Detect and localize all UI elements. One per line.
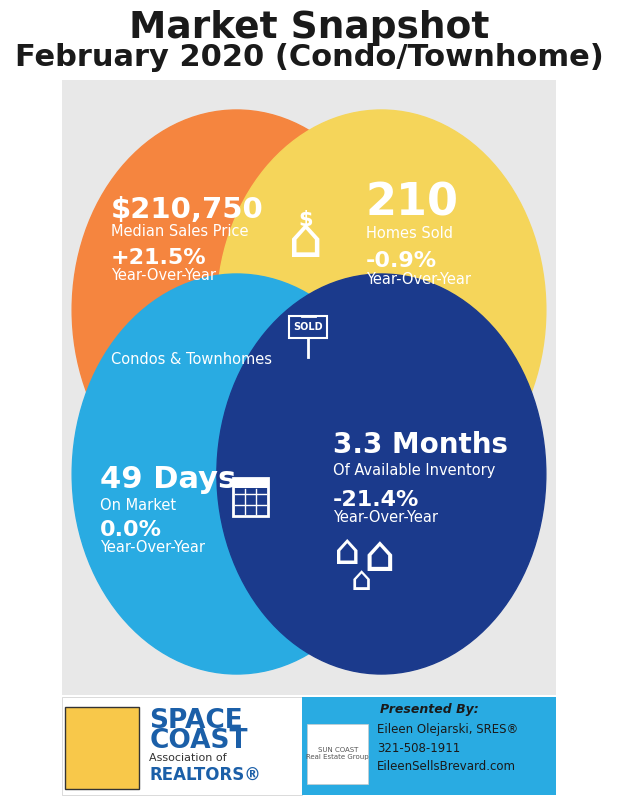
FancyBboxPatch shape	[289, 316, 327, 338]
Text: SPACE: SPACE	[150, 708, 243, 734]
Text: ⌂: ⌂	[351, 563, 372, 597]
FancyBboxPatch shape	[307, 724, 368, 784]
Text: ⌂: ⌂	[288, 215, 323, 269]
Text: Year-Over-Year: Year-Over-Year	[366, 271, 471, 286]
Text: Homes Sold: Homes Sold	[366, 226, 453, 241]
Text: $210,750: $210,750	[111, 196, 263, 224]
Circle shape	[72, 110, 401, 510]
Text: ⌂: ⌂	[364, 533, 396, 581]
Text: On Market: On Market	[100, 498, 176, 513]
Text: -0.9%: -0.9%	[366, 251, 437, 271]
Text: Condos & Townhomes: Condos & Townhomes	[111, 353, 272, 367]
Text: $: $	[298, 210, 313, 230]
Text: Year-Over-Year: Year-Over-Year	[111, 269, 216, 283]
Bar	[234, 478, 268, 488]
Text: ⌂: ⌂	[334, 531, 360, 573]
Text: SOLD: SOLD	[294, 322, 323, 332]
Text: COAST: COAST	[150, 728, 248, 754]
FancyBboxPatch shape	[65, 707, 139, 789]
Text: 49 Days: 49 Days	[100, 466, 236, 494]
Text: Of Available Inventory: Of Available Inventory	[333, 462, 495, 478]
Circle shape	[217, 274, 546, 674]
Text: +21.5%: +21.5%	[111, 248, 206, 268]
Text: Presented By:: Presented By:	[379, 703, 478, 717]
Text: SUN COAST
Real Estate Group: SUN COAST Real Estate Group	[307, 747, 369, 761]
Text: Eileen Olejarski, SRES®: Eileen Olejarski, SRES®	[377, 723, 519, 737]
Text: Year-Over-Year: Year-Over-Year	[100, 541, 205, 555]
Text: 321-508-1911: 321-508-1911	[377, 742, 460, 754]
Text: Market Snapshot: Market Snapshot	[129, 10, 489, 46]
Text: Year-Over-Year: Year-Over-Year	[333, 510, 438, 526]
Circle shape	[217, 110, 546, 510]
Text: February 2020 (Condo/Townhome): February 2020 (Condo/Townhome)	[15, 43, 603, 73]
Text: 210: 210	[366, 182, 459, 225]
FancyBboxPatch shape	[62, 697, 302, 795]
Text: -21.4%: -21.4%	[333, 490, 419, 510]
Text: Association of: Association of	[150, 753, 227, 763]
Text: 0.0%: 0.0%	[100, 520, 162, 540]
FancyBboxPatch shape	[302, 697, 556, 795]
Text: EileenSellsBrevard.com: EileenSellsBrevard.com	[377, 759, 516, 773]
FancyBboxPatch shape	[62, 80, 556, 695]
Text: REALTORS®: REALTORS®	[150, 766, 261, 784]
Circle shape	[72, 274, 401, 674]
Text: Median Sales Price: Median Sales Price	[111, 225, 248, 239]
Text: 3.3 Months: 3.3 Months	[333, 431, 508, 459]
